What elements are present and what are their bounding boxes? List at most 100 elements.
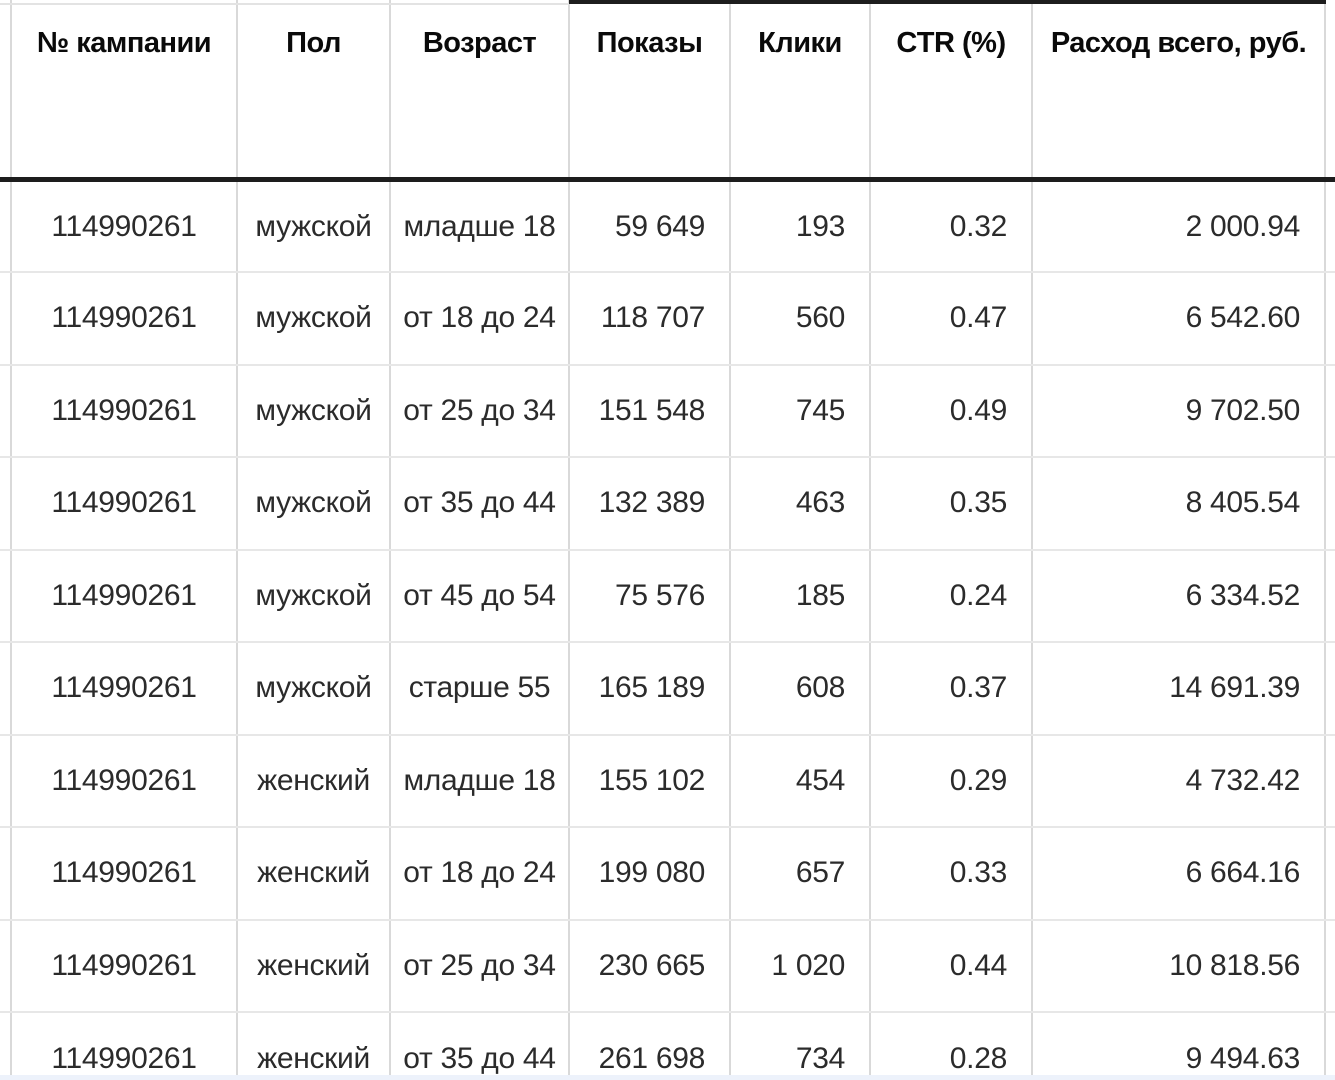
cell-ctr: 0.24	[870, 549, 1033, 643]
column-header-age: Возраст	[390, 0, 570, 182]
table-row: 114990261 мужской от 18 до 24 118 707 560 0.4…	[0, 272, 1335, 366]
cell-clicks: 185	[730, 549, 871, 643]
cell-impressions: 118 707	[569, 272, 731, 366]
cell-ctr: 0.47	[870, 272, 1033, 366]
cell-campaign: 114990261	[11, 734, 238, 828]
edge-sliver-left	[0, 364, 12, 458]
cell-age: от 18 до 24	[390, 827, 570, 921]
table-row: 114990261 женский от 25 до 34 230 665 1 020 0…	[0, 919, 1335, 1013]
cell-cost: 4 732.42	[1032, 734, 1326, 828]
cell-campaign: 114990261	[11, 1012, 238, 1080]
cell-impressions: 75 576	[569, 549, 731, 643]
cell-ctr: 0.49	[870, 364, 1033, 458]
cell-age: от 35 до 44	[390, 457, 570, 551]
cell-clicks: 745	[730, 364, 871, 458]
edge-sliver-left	[0, 0, 12, 182]
edge-sliver-left	[0, 549, 12, 643]
table-row: 114990261 женский от 18 до 24 199 080 657 0.3…	[0, 827, 1335, 921]
edge-sliver-left	[0, 179, 12, 273]
cell-ctr: 0.44	[870, 919, 1033, 1013]
cell-clicks: 657	[730, 827, 871, 921]
column-header-campaign: № кампании	[11, 0, 238, 182]
cell-gender: женский	[237, 827, 391, 921]
edge-sliver-right	[1325, 364, 1335, 458]
cell-cost: 6 542.60	[1032, 272, 1326, 366]
edge-sliver-right	[1325, 919, 1335, 1013]
cell-age: от 35 до 44	[390, 1012, 570, 1080]
cell-gender: мужской	[237, 549, 391, 643]
table-row: 114990261 мужской от 45 до 54 75 576 185 0.24…	[0, 549, 1335, 643]
table-row: 114990261 мужской младше 18 59 649 193 0.32 2 …	[0, 179, 1335, 273]
column-header-impressions: Показы	[569, 0, 731, 182]
cell-age: младше 18	[390, 734, 570, 828]
table-row: 114990261 женский от 35 до 44 261 698 734 0.2…	[0, 1012, 1335, 1080]
edge-sliver-left	[0, 827, 12, 921]
edge-sliver-right	[1325, 734, 1335, 828]
edge-sliver-right	[1325, 827, 1335, 921]
edge-sliver-right	[1325, 1012, 1335, 1080]
cell-impressions: 151 548	[569, 364, 731, 458]
column-header-cost: Расход всего, руб.	[1032, 0, 1326, 182]
cell-clicks: 463	[730, 457, 871, 551]
cell-impressions: 59 649	[569, 179, 731, 273]
cell-impressions: 230 665	[569, 919, 731, 1013]
table-row: 114990261 женский младше 18 155 102 454 0.29 4…	[0, 734, 1335, 828]
edge-sliver-right	[1325, 272, 1335, 366]
column-header-clicks: Клики	[730, 0, 871, 182]
cell-ctr: 0.29	[870, 734, 1033, 828]
cell-cost: 14 691.39	[1032, 642, 1326, 736]
cell-impressions: 165 189	[569, 642, 731, 736]
cell-cost: 10 818.56	[1032, 919, 1326, 1013]
cell-age: от 18 до 24	[390, 272, 570, 366]
edge-sliver-right	[1325, 549, 1335, 643]
cell-clicks: 1 020	[730, 919, 871, 1013]
column-header-gender: Пол	[237, 0, 391, 182]
edge-sliver-right	[1325, 0, 1335, 182]
cell-clicks: 560	[730, 272, 871, 366]
cell-campaign: 114990261	[11, 549, 238, 643]
cell-age: от 25 до 34	[390, 364, 570, 458]
edge-sliver-left	[0, 1012, 12, 1080]
cell-gender: женский	[237, 734, 391, 828]
cell-age: младше 18	[390, 179, 570, 273]
cell-cost: 8 405.54	[1032, 457, 1326, 551]
cell-clicks: 193	[730, 179, 871, 273]
cell-age: от 25 до 34	[390, 919, 570, 1013]
cell-cost: 6 664.16	[1032, 827, 1326, 921]
cell-impressions: 132 389	[569, 457, 731, 551]
table-row: 114990261 мужской от 25 до 34 151 548 745 0.4…	[0, 364, 1335, 458]
cell-campaign: 114990261	[11, 642, 238, 736]
cell-ctr: 0.35	[870, 457, 1033, 551]
cell-gender: мужской	[237, 457, 391, 551]
edge-sliver-left	[0, 642, 12, 736]
cell-campaign: 114990261	[11, 827, 238, 921]
cell-cost: 6 334.52	[1032, 549, 1326, 643]
edge-sliver-left	[0, 734, 12, 828]
edge-sliver-right	[1325, 457, 1335, 551]
cell-ctr: 0.33	[870, 827, 1033, 921]
cell-campaign: 114990261	[11, 179, 238, 273]
cell-clicks: 608	[730, 642, 871, 736]
cell-campaign: 114990261	[11, 272, 238, 366]
table-row: 114990261 мужской старше 55 165 189 608 0.37 1…	[0, 642, 1335, 736]
edge-sliver-right	[1325, 642, 1335, 736]
cell-clicks: 454	[730, 734, 871, 828]
cell-cost: 9 702.50	[1032, 364, 1326, 458]
cell-cost: 9 494.63	[1032, 1012, 1326, 1080]
edge-sliver-right	[1325, 179, 1335, 273]
cell-impressions: 199 080	[569, 827, 731, 921]
cell-clicks: 734	[730, 1012, 871, 1080]
cell-age: старше 55	[390, 642, 570, 736]
edge-sliver-left	[0, 457, 12, 551]
bottom-highlight-strip	[0, 1075, 1335, 1080]
top-border-dark-artifact	[569, 0, 1326, 4]
cell-cost: 2 000.94	[1032, 179, 1326, 273]
edge-sliver-left	[0, 919, 12, 1013]
column-header-ctr: CTR (%)	[870, 0, 1033, 182]
cell-campaign: 114990261	[11, 919, 238, 1013]
cell-gender: мужской	[237, 642, 391, 736]
edge-sliver-left	[0, 272, 12, 366]
header-row: № кампании Пол Возраст Показы Клики CTR (%) Ра…	[0, 0, 1335, 182]
